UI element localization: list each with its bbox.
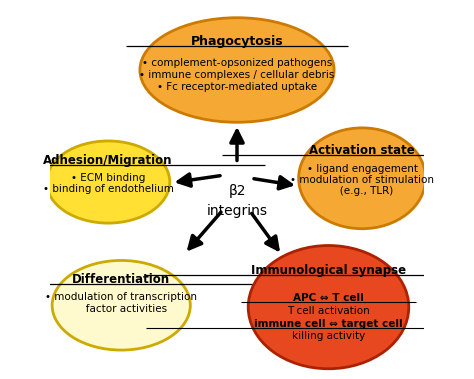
Text: • Fc receptor-mediated uptake: • Fc receptor-mediated uptake: [157, 82, 317, 92]
Text: • complement-opsonized pathogens: • complement-opsonized pathogens: [142, 58, 332, 67]
Text: • binding of endothelium: • binding of endothelium: [43, 184, 173, 194]
Text: • ECM binding: • ECM binding: [71, 172, 146, 183]
Text: APC ⇔ T cell: APC ⇔ T cell: [293, 293, 364, 303]
Text: Activation state: Activation state: [309, 144, 415, 157]
Ellipse shape: [140, 18, 334, 122]
Text: integrins: integrins: [207, 204, 267, 218]
Ellipse shape: [46, 141, 170, 223]
Text: killing activity: killing activity: [292, 331, 365, 341]
Text: factor activities: factor activities: [76, 304, 167, 314]
Text: Immunological synapse: Immunological synapse: [251, 264, 406, 277]
Text: immune cell ⇔ target cell: immune cell ⇔ target cell: [254, 319, 403, 329]
Ellipse shape: [52, 260, 191, 350]
Ellipse shape: [299, 128, 426, 229]
Text: β2: β2: [228, 184, 246, 198]
Text: • modulation of stimulation: • modulation of stimulation: [290, 175, 434, 185]
Text: Phagocytosis: Phagocytosis: [191, 36, 283, 49]
Text: • modulation of transcription: • modulation of transcription: [45, 293, 197, 302]
Text: (e.g., TLR): (e.g., TLR): [330, 186, 394, 196]
Text: Differentiation: Differentiation: [72, 273, 170, 287]
Text: T cell activation: T cell activation: [287, 306, 370, 316]
Text: Adhesion/Migration: Adhesion/Migration: [44, 154, 173, 167]
Ellipse shape: [248, 246, 409, 369]
Text: • ligand engagement: • ligand engagement: [307, 164, 418, 174]
Text: • immune complexes / cellular debris: • immune complexes / cellular debris: [139, 70, 335, 80]
